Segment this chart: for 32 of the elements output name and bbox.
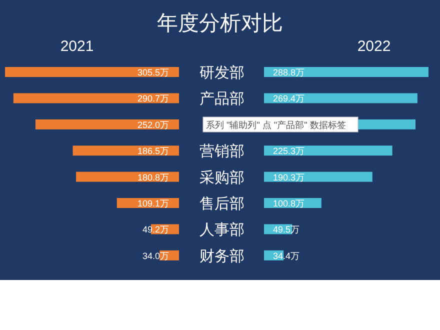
tooltip: 系列 "辅助列" 点 "产品部" 数据标签 (202, 116, 358, 132)
data-label: 180.8万 (137, 172, 169, 182)
bar (13, 93, 179, 104)
data-label: 305.5万 (137, 68, 169, 78)
y-tick-label: 售后部 (200, 196, 244, 212)
y-tick-label: 采购部 (200, 169, 244, 186)
bar (264, 172, 372, 182)
bar (72, 146, 179, 156)
bar (264, 146, 392, 156)
bar (264, 67, 428, 77)
data-label: 290.7万 (137, 94, 169, 104)
data-label: 252.0万 (137, 120, 169, 130)
chart-title: 年度分析对比 (157, 12, 283, 35)
y-tick-label: 产品部 (200, 90, 244, 108)
bar (5, 67, 179, 77)
y-tick-label: 营销部 (200, 143, 244, 160)
data-label: 100.8万 (273, 198, 305, 208)
data-label: 190.3万 (273, 172, 305, 182)
bar (35, 119, 179, 130)
series-label: 2022 (357, 38, 391, 55)
data-label: 186.5万 (137, 146, 169, 156)
y-tick-label: 人事部 (200, 222, 244, 239)
series-label: 2021 (60, 38, 94, 55)
y-tick-label: 研发部 (200, 64, 244, 82)
bar (264, 93, 418, 104)
bar (76, 172, 179, 182)
y-tick-label: 财务部 (200, 248, 244, 265)
data-label: 225.3万 (273, 146, 305, 156)
data-label: 109.1万 (137, 198, 169, 208)
data-label: 269.4万 (273, 94, 305, 104)
annotation: 系列 "辅助列" 点 "产品部" 数据标签 (206, 120, 346, 130)
data-label: 288.8万 (273, 68, 305, 78)
